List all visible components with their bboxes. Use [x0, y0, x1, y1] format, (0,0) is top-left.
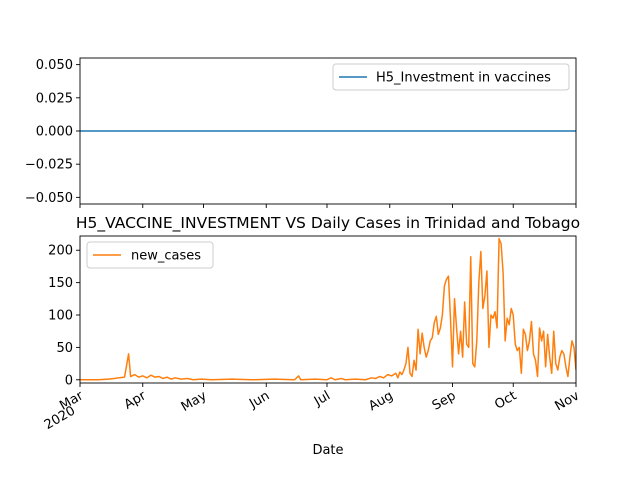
y-tick-label: 50 — [56, 341, 73, 356]
legend-box — [86, 241, 214, 269]
y-tick-label: 0.000 — [36, 125, 73, 140]
x-axis-label: Date — [312, 443, 343, 458]
y-tick-label: 0 — [65, 373, 73, 388]
y-tick-label: 200 — [48, 244, 73, 259]
x-tick-year-label: 2020 — [42, 403, 78, 433]
x-tick-label: Aug — [366, 388, 395, 414]
bottom-subplot: H5_VACCINE_INVESTMENT VS Daily Cases in … — [42, 214, 582, 458]
top-subplot: 0.050 0.025 0.000 −0.025 −0.050 H5_Investment… — [25, 57, 577, 208]
x-tick-label: May — [179, 388, 210, 415]
x-tick-label: Apr — [122, 388, 150, 413]
bottom-plot-frame — [79, 235, 577, 384]
y-tick-label: 0.050 — [36, 58, 73, 73]
chart-title: H5_VACCINE_INVESTMENT VS Daily Cases in … — [76, 214, 580, 233]
y-tick-label: −0.025 — [25, 158, 73, 173]
x-tick-label: Oct — [492, 388, 519, 412]
legend-label: H5_Investment in vaccines — [376, 71, 551, 86]
y-tick-label: −0.050 — [25, 191, 73, 206]
x-tick-label: Jul — [311, 388, 333, 409]
legend-top: H5_Investment in vaccines — [332, 63, 570, 91]
x-tick-label: Jun — [246, 388, 272, 412]
x-tick-label: Nov — [553, 388, 583, 414]
series-line-new-cases — [80, 237, 576, 381]
x-tick-label: Sep — [430, 388, 459, 413]
legend-label: new_cases — [131, 249, 201, 264]
y-tick-label: 0.025 — [36, 91, 73, 106]
legend-bottom: new_cases — [86, 241, 214, 269]
legend-box — [332, 63, 570, 91]
y-tick-label: 100 — [48, 309, 73, 324]
y-tick-label: 150 — [48, 276, 73, 291]
